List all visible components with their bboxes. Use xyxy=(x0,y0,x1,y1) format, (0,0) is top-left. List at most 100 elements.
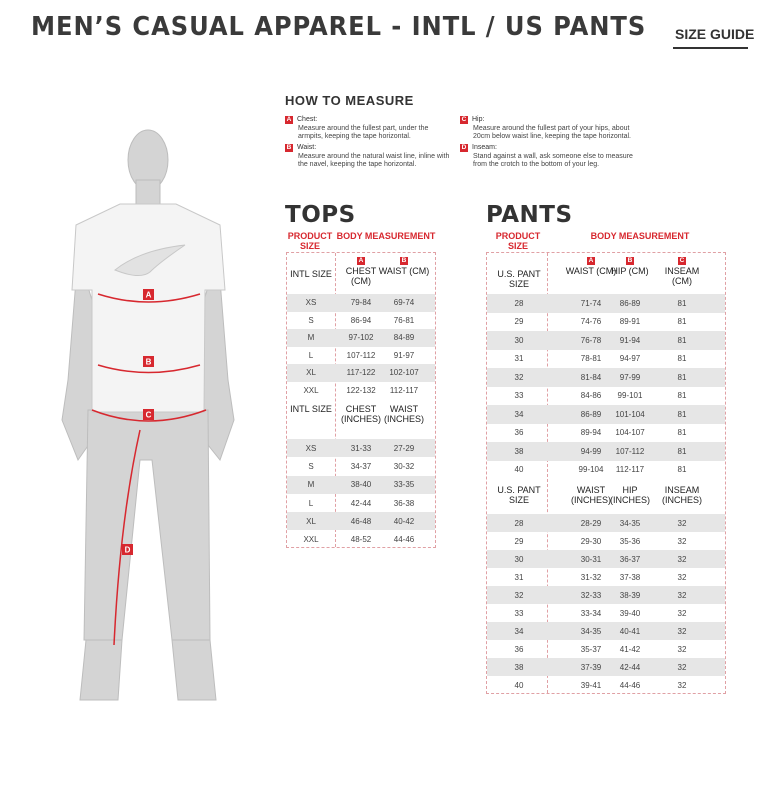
table-cell: 44-46 xyxy=(393,535,415,545)
table-cell: 32 xyxy=(677,608,687,618)
column-header: U.S. PANT SIZE xyxy=(497,269,541,289)
measure-description: Measure around the fullest part of your … xyxy=(473,124,631,141)
table-cell: XXL xyxy=(303,385,319,395)
table-cell: 79-84 xyxy=(350,298,372,308)
table-cell: 31-32 xyxy=(580,572,602,582)
letter-badge: C xyxy=(678,257,686,265)
table-cell: 41-42 xyxy=(619,644,641,654)
table-cell: 99-104 xyxy=(578,465,604,475)
table-cell: 48-52 xyxy=(350,535,372,545)
letter-badge: D xyxy=(460,144,468,153)
table-cell: XS xyxy=(305,443,317,453)
table-cell: 86-94 xyxy=(350,315,372,325)
table-cell: 39-41 xyxy=(580,680,602,690)
table-cell: 28-29 xyxy=(580,518,602,528)
table-cell: 33-35 xyxy=(393,480,415,490)
table-cell: 29 xyxy=(514,536,524,546)
table-cell: 34 xyxy=(514,409,524,419)
table-cell: 81 xyxy=(677,446,687,456)
table-cell: 29 xyxy=(514,317,524,327)
table-cell: 32 xyxy=(677,572,687,582)
tops-product-size-label: PRODUCT SIZE xyxy=(287,231,333,251)
tops-title: TOPS xyxy=(285,202,356,228)
table-cell: XL xyxy=(306,516,316,526)
table-row: 31 31-32 37-38 32 xyxy=(487,568,725,586)
table-cell: 69-74 xyxy=(393,298,415,308)
table-row: 29 29-30 35-36 32 xyxy=(487,532,725,550)
table-cell: 38 xyxy=(514,662,524,672)
table-cell: XL xyxy=(306,368,316,378)
table-cell: 86-89 xyxy=(580,409,602,419)
table-cell: 35-37 xyxy=(580,644,602,654)
table-cell: 38-39 xyxy=(619,590,641,600)
table-cell: 35-36 xyxy=(619,536,641,546)
table-cell: 74-76 xyxy=(580,317,602,327)
table-cell: 27-29 xyxy=(393,443,415,453)
table-cell: 40-41 xyxy=(619,626,641,636)
table-cell: 122-132 xyxy=(346,385,376,395)
table-cell: 37-39 xyxy=(580,662,602,672)
table-cell: 91-94 xyxy=(619,335,641,345)
table-cell: 81 xyxy=(677,391,687,401)
table-cell: 40 xyxy=(514,680,524,690)
column-divider xyxy=(547,253,548,693)
table-cell: 31 xyxy=(514,572,524,582)
measure-item-waist: B Waist: Measure around the natural waist … xyxy=(285,144,455,170)
measure-item-inseam: D Inseam: Stand against a wall, ask someon… xyxy=(460,144,640,170)
column-header: CHEST (CM) xyxy=(345,266,377,286)
table-cell: 84-89 xyxy=(393,333,415,343)
table-row: 32 32-33 38-39 32 xyxy=(487,586,725,604)
tops-size-table: INTL SIZE A CHEST (CM) B WAIST (CM) XS 79-84 69… xyxy=(286,252,436,548)
table-cell: 30 xyxy=(514,554,524,564)
table-cell: 40 xyxy=(514,465,524,475)
table-cell: 32 xyxy=(677,680,687,690)
table-cell: 32 xyxy=(514,372,524,382)
marker-d xyxy=(122,544,133,555)
table-row: 36 35-37 41-42 32 xyxy=(487,640,725,658)
table-cell: 30 xyxy=(514,335,524,345)
table-cell: 32 xyxy=(514,590,524,600)
table-cell: 107-112 xyxy=(346,350,376,360)
tops-cm-header: INTL SIZE A CHEST (CM) B WAIST (CM) xyxy=(287,253,435,294)
measure-item-chest: A Chest: Measure around the fullest part, … xyxy=(285,116,455,142)
divider xyxy=(673,47,748,49)
table-row: L 107-112 91-97 xyxy=(287,347,435,365)
table-cell: 32 xyxy=(677,554,687,564)
table-cell: 81 xyxy=(677,335,687,345)
table-row: 31 78-81 94-97 81 xyxy=(487,350,725,369)
table-cell: M xyxy=(307,480,315,490)
table-cell: 84-86 xyxy=(580,391,602,401)
column-header: INSEAM (INCHES) xyxy=(662,485,702,505)
size-guide-label: SIZE GUIDE xyxy=(675,26,755,42)
measure-description: Stand against a wall, ask someone else t… xyxy=(473,152,633,169)
table-cell: 32 xyxy=(677,518,687,528)
tops-inches-header: INTL SIZE CHEST (INCHES) WAIST (INCHES) xyxy=(287,399,435,439)
letter-badge: B xyxy=(285,144,293,153)
measure-item-hip: C Hip: Measure around the fullest part of … xyxy=(460,116,640,142)
column-header: WAIST (CM) xyxy=(378,266,430,276)
table-cell: 33-34 xyxy=(580,608,602,618)
measure-label: Waist: xyxy=(297,144,317,151)
table-cell: 76-81 xyxy=(393,315,415,325)
table-cell: 44-46 xyxy=(619,680,641,690)
table-cell: 94-99 xyxy=(580,446,602,456)
table-cell: 30-32 xyxy=(393,461,415,471)
pants-size-table: U.S. PANT SIZE A WAIST (CM) B HIP (CM) C INSEA… xyxy=(486,252,726,694)
measure-label: Chest: xyxy=(297,116,318,123)
table-cell: 32-33 xyxy=(580,590,602,600)
table-cell: 101-104 xyxy=(615,409,645,419)
table-cell: 34-35 xyxy=(619,518,641,528)
table-row: 32 81-84 97-99 81 xyxy=(487,368,725,387)
table-cell: 36 xyxy=(514,644,524,654)
pants-product-size-label: PRODUCT SIZE xyxy=(495,231,541,251)
measure-label: Hip: xyxy=(472,116,485,123)
table-cell: 32 xyxy=(677,626,687,636)
letter-badge: A xyxy=(285,116,293,125)
table-cell: 32 xyxy=(677,536,687,546)
letter-badge: C xyxy=(460,116,468,125)
column-divider xyxy=(335,253,336,547)
tops-body-measurement-label: BODY MEASUREMENT xyxy=(336,231,436,241)
column-header: WAIST (INCHES) xyxy=(384,404,424,424)
marker-c xyxy=(143,409,154,420)
table-cell: 31 xyxy=(514,354,524,364)
